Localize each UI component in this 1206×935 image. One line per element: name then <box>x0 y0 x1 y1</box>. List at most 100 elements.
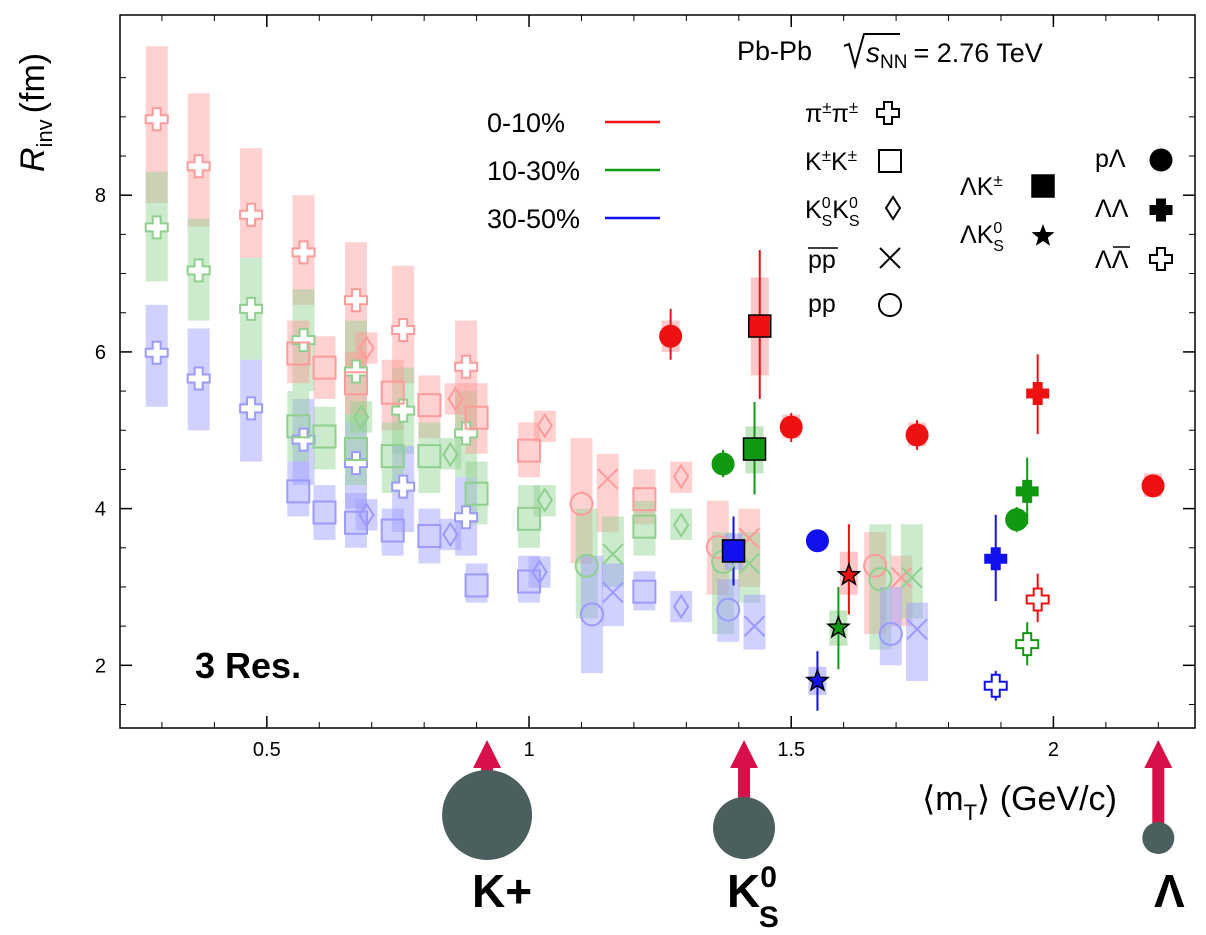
data-point-cross-open <box>144 215 169 240</box>
data-point-square-open <box>380 518 405 543</box>
marker-shape <box>186 366 211 391</box>
marker-shape <box>358 335 375 361</box>
legend-k0k0: K0 SK0 S <box>805 195 860 230</box>
sys-band <box>287 461 310 517</box>
data-point-square-open <box>312 355 337 380</box>
data-point-cross-open <box>1149 247 1173 271</box>
marker-shape <box>602 581 624 604</box>
marker-shape <box>984 547 1008 571</box>
svg-text:Pb-Pb: Pb-Pb <box>737 36 812 66</box>
marker-shape <box>596 468 619 490</box>
marker-shape <box>672 593 690 620</box>
data-point-cross-open <box>239 202 264 227</box>
marker-shape <box>863 553 888 578</box>
marker-shape <box>239 296 264 321</box>
legend-pbar-pbar: pp <box>808 246 836 274</box>
data-point-circle-open <box>868 567 893 592</box>
marker-shape <box>417 444 442 469</box>
sys-band <box>670 508 693 540</box>
legend-label-0-10: 0-10% <box>487 108 565 138</box>
marker-shape <box>442 441 459 468</box>
sys-band <box>381 508 404 556</box>
data-point-circle-open <box>878 293 902 317</box>
marker-shape <box>569 491 594 516</box>
data-point-diamond-open <box>531 559 548 585</box>
marker-shape <box>1141 474 1165 498</box>
data-point-diamond-open <box>536 487 553 513</box>
marker-shape <box>659 324 683 348</box>
systematic-bands <box>145 46 1163 696</box>
marker-shape <box>742 437 767 461</box>
marker-shape <box>868 567 893 592</box>
data-point-circle-filled <box>659 324 683 348</box>
legend-label-30-50: 30-50% <box>487 204 580 234</box>
sys-band <box>900 524 923 619</box>
sys-band <box>864 532 887 634</box>
marker-shape <box>442 521 459 548</box>
data-point-square-open <box>517 506 542 531</box>
data-point-cross-open <box>343 288 368 313</box>
data-point-cross-open <box>291 328 316 353</box>
data-point-star-filled <box>1031 223 1055 246</box>
data-point-square-open <box>878 149 902 173</box>
data-point-cross-filled <box>1015 479 1039 503</box>
marker-shape <box>804 667 830 692</box>
legend-pipi: π±π± <box>805 98 858 128</box>
marker-shape <box>906 618 928 640</box>
sys-band <box>743 594 766 650</box>
sys-band <box>313 336 336 399</box>
marker-shape <box>602 543 624 565</box>
data-point-diamond-open <box>536 412 553 439</box>
marker-shape <box>632 579 657 604</box>
marker-shape <box>464 481 489 506</box>
data-point-cross-open <box>454 354 479 379</box>
sqrt-symbol <box>843 33 900 70</box>
data-point-square-open <box>312 500 337 525</box>
plot-frame <box>119 14 1196 729</box>
data-point-cross-open <box>1025 587 1050 612</box>
marker-shape <box>805 529 829 553</box>
axes: 0.5 1 1.5 2 2 4 6 8 <box>95 14 1196 761</box>
y-tick-label: 8 <box>95 185 106 207</box>
data-point-diamond-open <box>358 502 375 528</box>
x-tick-label: 1.5 <box>777 739 805 761</box>
sys-band <box>601 563 624 627</box>
particle-labels: K+ K0 S Λ <box>472 861 1185 934</box>
sys-band <box>738 508 761 587</box>
marker-shape <box>391 317 416 342</box>
marker-shape <box>536 487 553 513</box>
sys-band <box>350 401 373 433</box>
data-point-square-open <box>632 514 657 539</box>
particle-label-kplus: K+ <box>472 865 532 917</box>
marker-shape <box>380 444 405 469</box>
marker-shape <box>291 240 316 265</box>
sys-band <box>465 563 488 603</box>
marker-shape <box>343 510 368 535</box>
particle-mass-markers <box>442 740 1175 860</box>
sys-band <box>570 438 593 564</box>
y-axis-label: Rinv(fm) <box>14 53 57 172</box>
marker-shape <box>380 518 405 543</box>
sys-band <box>670 590 693 623</box>
sys-band <box>879 586 902 666</box>
marker-shape <box>464 573 489 598</box>
data-point-circle-open <box>569 491 594 516</box>
data-point-circle-filled <box>711 452 735 476</box>
marker-shape <box>380 380 405 405</box>
marker-shape <box>1015 479 1039 503</box>
marker-shape <box>312 424 337 449</box>
data-point-circle-open <box>878 621 903 646</box>
data-point-square-open <box>632 487 657 512</box>
sys-band <box>439 518 462 551</box>
data-point-square-open <box>464 405 489 430</box>
data-point-square-open <box>464 573 489 598</box>
marker-shape <box>417 524 442 549</box>
data-point-x <box>879 247 901 269</box>
data-point-star-filled <box>804 667 830 692</box>
y-tick-label: 4 <box>95 499 106 521</box>
data-point-cross-open <box>186 154 211 179</box>
marker-shape <box>632 487 657 512</box>
data-point-diamond-open <box>358 335 375 361</box>
data-point-circle-filled <box>805 529 829 553</box>
sys-band <box>633 500 656 556</box>
